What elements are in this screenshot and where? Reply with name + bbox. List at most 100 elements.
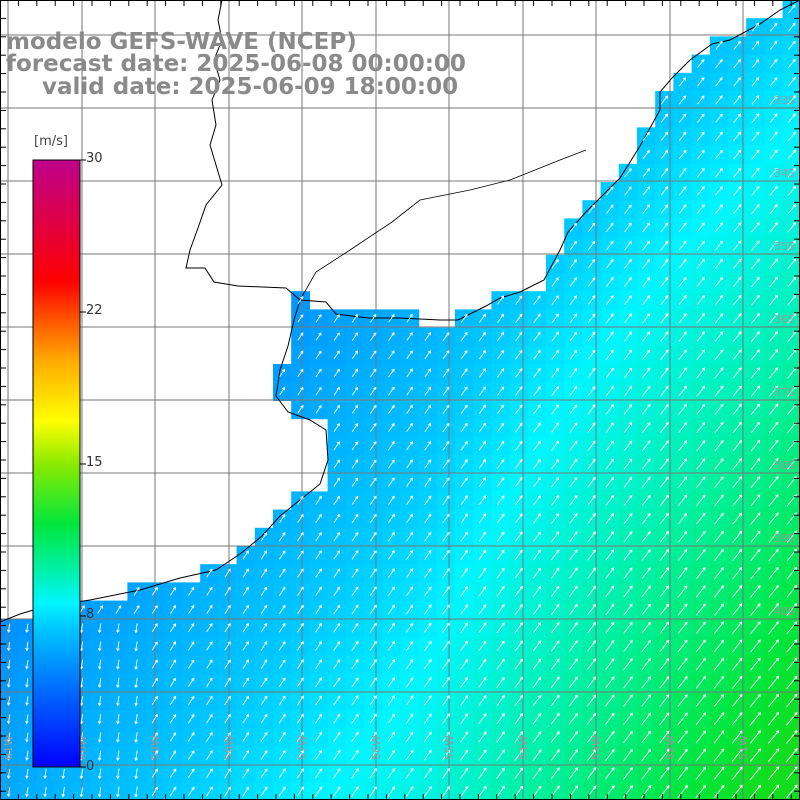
wind-arrow: [25, 768, 29, 779]
wind-arrow: [478, 404, 486, 415]
wind-arrow: [550, 694, 560, 707]
wind-arrow: [714, 258, 724, 269]
wind-arrow: [532, 749, 542, 761]
wind-arrow: [424, 404, 432, 414]
wind-arrow: [296, 713, 304, 724]
wind-arrow: [387, 640, 396, 651]
wind-arrow: [769, 240, 778, 251]
wind-arrow: [623, 404, 633, 415]
wind-arrow: [134, 695, 138, 707]
wind-arrow: [25, 750, 29, 761]
wind-arrow: [787, 258, 797, 270]
wind-arrow: [79, 659, 84, 670]
wind-arrow: [677, 621, 688, 634]
wind-arrow: [769, 331, 779, 342]
wind-arrow: [351, 677, 359, 688]
wind-arrow: [786, 675, 798, 689]
wind-arrow: [351, 350, 358, 359]
wind-arrow: [442, 658, 450, 670]
wind-arrow: [496, 586, 505, 597]
wind-arrow: [315, 314, 322, 323]
wind-arrow: [496, 477, 505, 488]
wind-arrow: [278, 695, 286, 706]
wind-arrow: [515, 386, 523, 396]
wind-arrow: [641, 730, 652, 744]
wind-arrow: [478, 640, 487, 652]
wind-arrow: [6, 714, 11, 725]
wind-arrow: [751, 77, 760, 87]
wind-arrow: [769, 294, 779, 306]
wind-arrow: [678, 440, 688, 452]
wind-arrow: [532, 658, 542, 670]
wind-arrow: [750, 621, 761, 635]
wind-arrow: [623, 531, 633, 543]
wind-arrow: [732, 276, 742, 288]
wind-arrow: [369, 786, 377, 797]
wind-arrow: [678, 131, 687, 141]
wind-arrow: [750, 675, 761, 689]
wind-arrow: [496, 549, 505, 561]
wind-arrow: [732, 349, 742, 361]
wind-arrow: [696, 440, 706, 452]
wind-arrow: [533, 422, 541, 433]
wind-arrow: [405, 731, 414, 743]
wind-arrow: [296, 677, 304, 688]
wind-arrow: [496, 694, 505, 707]
wind-arrow: [768, 476, 779, 489]
wind-arrow: [514, 785, 524, 798]
wind-arrow: [587, 603, 596, 616]
wind-arrow: [697, 59, 705, 68]
wind-arrow: [224, 641, 231, 651]
wind-arrow: [260, 695, 268, 706]
wind-arrow: [333, 423, 340, 432]
longitude-label: 51W: [737, 735, 750, 760]
wind-arrow: [369, 459, 377, 469]
wind-arrow: [731, 784, 743, 799]
wind-arrow: [623, 567, 633, 579]
wind-arrow: [623, 639, 633, 652]
wind-arrow: [787, 294, 797, 306]
wind-arrow: [478, 422, 486, 433]
wind-arrow: [460, 477, 468, 487]
wind-arrow: [732, 385, 742, 397]
wind-arrow: [587, 349, 596, 360]
wind-arrow: [550, 676, 560, 689]
wind-arrow: [714, 367, 724, 379]
wind-arrow: [532, 694, 542, 707]
wind-arrow: [586, 730, 597, 743]
wind-arrow: [569, 422, 578, 433]
wind-arrow: [786, 657, 798, 671]
wind-arrow: [478, 731, 487, 743]
wind-arrow: [677, 730, 688, 744]
wind-arrow: [659, 476, 669, 488]
wind-arrow: [749, 730, 761, 744]
wind-arrow: [605, 367, 614, 378]
wind-arrow: [624, 222, 632, 233]
wind-arrow: [460, 640, 468, 652]
wind-arrow: [405, 713, 414, 724]
wind-arrow: [441, 786, 451, 797]
wind-arrow: [624, 295, 632, 306]
wind-arrow: [587, 494, 596, 506]
wind-arrow: [623, 676, 633, 689]
wind-arrow: [333, 350, 340, 359]
wind-arrow: [369, 513, 377, 524]
wind-arrow: [550, 712, 560, 725]
wind-arrow: [188, 604, 195, 614]
wind-arrow: [188, 713, 195, 724]
wind-arrow: [696, 367, 706, 379]
wind-arrow: [787, 149, 796, 160]
wind-arrow: [677, 676, 688, 689]
wind-arrow: [369, 695, 377, 706]
wind-arrow: [351, 640, 359, 651]
wind-arrow: [369, 586, 377, 597]
wind-arrow: [605, 658, 615, 670]
wind-arrow: [496, 604, 505, 615]
wind-arrow: [134, 659, 138, 670]
wind-arrow: [315, 622, 322, 633]
wind-arrow: [151, 732, 158, 742]
wind-arrow: [297, 350, 304, 359]
wind-arrow: [333, 332, 340, 341]
wind-arrow: [731, 730, 743, 744]
wind-arrow: [659, 639, 670, 652]
